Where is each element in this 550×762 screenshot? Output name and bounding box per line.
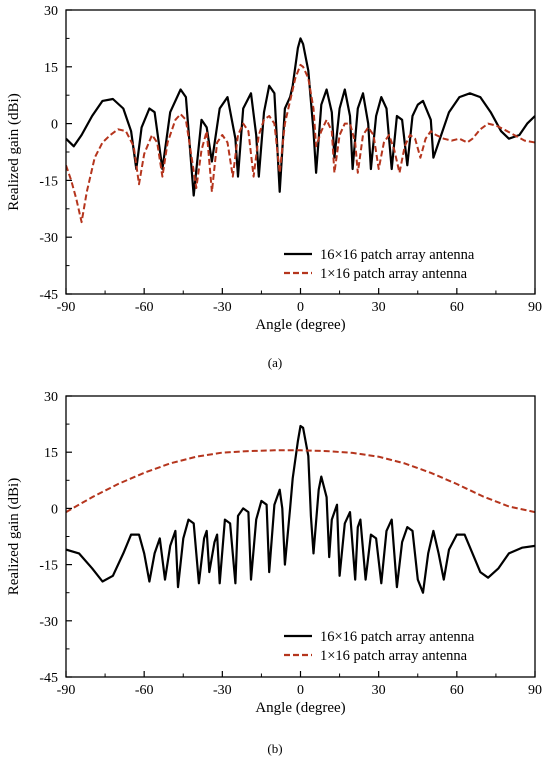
- y-tick-label: -30: [39, 231, 58, 246]
- x-tick-label: 0: [297, 683, 304, 698]
- legend: 16×16 patch array antenna 1×16 patch arra…: [284, 629, 475, 664]
- legend: 16×16 patch array antenna 1×16 patch arra…: [284, 247, 475, 282]
- x-tick-label: -30: [213, 300, 232, 315]
- x-tick-label: 0: [297, 300, 304, 315]
- x-tick-label: -30: [213, 683, 232, 698]
- y-tick-label: -45: [39, 671, 58, 686]
- x-tick-label: -60: [135, 683, 154, 698]
- x-tick-label: 60: [450, 683, 464, 698]
- legend-label-16x16: 16×16 patch array antenna: [320, 629, 475, 645]
- x-tick-label: -90: [57, 300, 76, 315]
- x-tick-label: 30: [372, 300, 386, 315]
- y-tick-label: 15: [44, 446, 58, 461]
- series-line-1x16: [66, 63, 535, 224]
- y-tick-label: -15: [39, 174, 58, 189]
- x-tick-label: -60: [135, 300, 154, 315]
- y-axis-label: Realized gain (dBi): [6, 93, 22, 210]
- chart-panel-b: 30 15 0 -15 -30 -45-90 -60 -30 0 30 60 90 Angle (deg…: [6, 390, 542, 756]
- panel-label: (a): [268, 355, 282, 370]
- y-tick-label: 0: [51, 502, 58, 517]
- legend-label-16x16: 16×16 patch array antenna: [320, 247, 475, 263]
- x-axis-label: Angle (degree): [255, 317, 345, 333]
- panel-label: (b): [267, 741, 282, 756]
- series-line-16x16: [66, 424, 535, 594]
- x-tick-label: 60: [450, 300, 464, 315]
- y-axis-label: Realized gain (dBi): [6, 478, 22, 595]
- x-axis-label: Angle (degree): [255, 700, 345, 716]
- y-tick-label: -45: [39, 288, 58, 303]
- y-tick-label: 30: [44, 390, 58, 405]
- chart-panel-a: 30 15 0 -15 -30 -45-90 -60 -30 0 30 60 90 Angle (deg…: [6, 4, 542, 370]
- y-tick-label: 30: [44, 4, 58, 19]
- legend-label-1x16: 1×16 patch array antenna: [320, 266, 468, 282]
- series-line-1x16: [66, 449, 535, 514]
- x-tick-label: -90: [57, 683, 76, 698]
- y-tick-label: 15: [44, 61, 58, 76]
- x-tick-label: 30: [372, 683, 386, 698]
- legend-label-1x16: 1×16 patch array antenna: [320, 648, 468, 664]
- series-line-16x16: [66, 37, 535, 197]
- y-tick-label: 0: [51, 118, 58, 133]
- x-tick-label: 90: [528, 683, 542, 698]
- y-tick-label: -30: [39, 615, 58, 630]
- x-tick-label: 90: [528, 300, 542, 315]
- y-tick-label: -15: [39, 559, 58, 574]
